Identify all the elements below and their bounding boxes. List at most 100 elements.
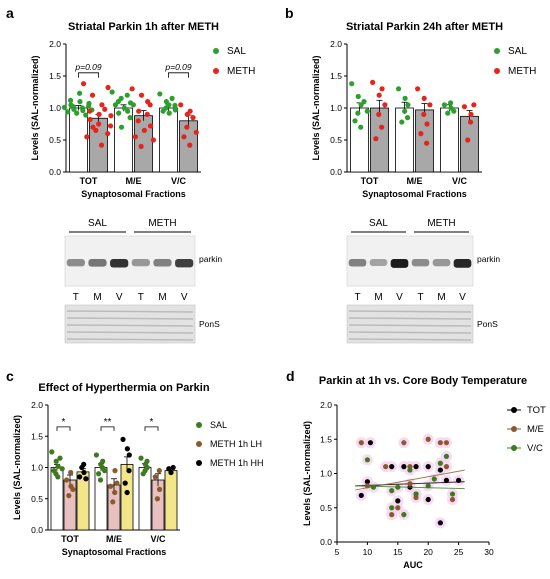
y-tick-label: 0.0 bbox=[330, 167, 342, 177]
data-point bbox=[66, 493, 72, 499]
chart-title: Striatal Parkin 24h after METH bbox=[346, 21, 503, 33]
significance-bracket bbox=[78, 72, 99, 78]
data-point bbox=[443, 440, 450, 446]
x-tick-label: 5 bbox=[335, 547, 340, 557]
data-point bbox=[89, 92, 96, 98]
data-point bbox=[144, 111, 150, 117]
data-point bbox=[98, 142, 105, 148]
data-point bbox=[389, 464, 395, 470]
data-point bbox=[107, 123, 114, 129]
bar bbox=[138, 467, 152, 531]
y-tick-label: 2.0 bbox=[49, 39, 61, 49]
y-axis-label: Levels (SAL-normalized) bbox=[12, 415, 22, 520]
y-tick-label: 0.0 bbox=[49, 167, 61, 177]
data-point bbox=[465, 137, 471, 143]
data-point bbox=[55, 463, 61, 469]
data-point bbox=[437, 460, 443, 466]
y-tick-label: 1.0 bbox=[49, 103, 61, 113]
y-tick-label: 0.5 bbox=[49, 135, 61, 145]
lane-label: V bbox=[181, 292, 188, 303]
data-point bbox=[105, 84, 111, 91]
data-point bbox=[190, 115, 196, 121]
bar bbox=[120, 463, 134, 531]
x-tick-label: 20 bbox=[423, 547, 433, 557]
legend-label-meth: METH bbox=[227, 66, 255, 77]
lane-label: T bbox=[354, 292, 360, 303]
data-point bbox=[67, 97, 74, 103]
data-point bbox=[120, 436, 126, 442]
data-point bbox=[124, 92, 130, 98]
parkin-band bbox=[390, 259, 409, 268]
pons-band bbox=[66, 317, 194, 320]
data-point bbox=[172, 107, 178, 113]
stain-label-pons: PonS bbox=[199, 319, 220, 329]
data-point bbox=[49, 449, 55, 455]
data-point bbox=[181, 134, 187, 140]
category-label: TOT bbox=[361, 176, 379, 186]
data-point bbox=[424, 121, 430, 127]
data-point bbox=[443, 477, 450, 483]
y-tick-label: 1.5 bbox=[49, 71, 61, 81]
data-point bbox=[87, 108, 93, 114]
parkin-band bbox=[175, 259, 194, 268]
data-point bbox=[382, 102, 388, 108]
bar bbox=[69, 107, 88, 173]
stain-label-pons: PonS bbox=[477, 319, 498, 329]
x-tick-label: 10 bbox=[363, 547, 373, 557]
data-point bbox=[172, 102, 178, 109]
x-axis-label: AUC bbox=[403, 560, 423, 570]
legend-label-meth: METH bbox=[508, 66, 536, 77]
lane-label: V bbox=[396, 292, 403, 303]
data-point bbox=[116, 110, 122, 116]
y-tick-label: 0.0 bbox=[320, 537, 332, 547]
data-point bbox=[74, 110, 80, 116]
legend-label-lh: METH 1h LH bbox=[210, 439, 262, 449]
lane-label: V bbox=[459, 292, 466, 303]
chart-title: Effect of Hyperthermia on Parkin bbox=[38, 382, 209, 394]
data-point bbox=[402, 95, 408, 101]
data-point bbox=[127, 115, 133, 121]
y-tick-label: 0.5 bbox=[330, 135, 342, 145]
y-axis-label: Levels (SAL-normalized) bbox=[302, 421, 312, 526]
panel-b: b Striatal Parkin 24h after METH 0.0 0.5 1.0… bbox=[285, 5, 536, 199]
data-point bbox=[449, 491, 456, 497]
data-point bbox=[76, 90, 83, 96]
legend-label-sal: SAL bbox=[210, 420, 227, 430]
data-point bbox=[144, 464, 150, 471]
data-point bbox=[373, 136, 379, 142]
legend-dot-sal bbox=[213, 48, 219, 54]
legend-dot-meth bbox=[494, 68, 500, 74]
data-point bbox=[424, 140, 430, 146]
data-point bbox=[118, 124, 125, 130]
legend-dot-vc bbox=[511, 445, 517, 451]
legend-dot-sal bbox=[494, 48, 500, 54]
data-point bbox=[144, 458, 150, 464]
category-label: TOT bbox=[80, 176, 98, 186]
data-point bbox=[370, 484, 377, 490]
parkin-membrane bbox=[64, 235, 196, 287]
data-point bbox=[68, 469, 74, 476]
legend-dot-hh bbox=[196, 460, 202, 466]
data-point bbox=[404, 115, 411, 121]
data-point bbox=[443, 453, 450, 459]
data-point bbox=[99, 102, 105, 108]
panel-a: a Striatal Parkin 1h after METH 0.0 0.5 1.0 1… bbox=[6, 5, 255, 199]
data-point bbox=[138, 455, 144, 461]
legend-dot-tot bbox=[511, 407, 517, 413]
pons-band bbox=[66, 324, 194, 327]
data-point bbox=[187, 108, 193, 114]
x-tick-label: 15 bbox=[393, 547, 403, 557]
data-point bbox=[358, 124, 364, 130]
panel-label-a: a bbox=[6, 5, 14, 21]
parkin-band bbox=[369, 259, 388, 267]
p-value-label: p=0.09 bbox=[164, 62, 192, 72]
data-point bbox=[118, 95, 124, 101]
data-point bbox=[138, 143, 144, 149]
panel-label-b: b bbox=[285, 5, 294, 21]
data-point bbox=[81, 461, 87, 467]
category-label: M/E bbox=[125, 176, 141, 186]
lane-label: M bbox=[437, 292, 445, 303]
data-point bbox=[358, 440, 364, 446]
pons-band bbox=[66, 331, 194, 334]
